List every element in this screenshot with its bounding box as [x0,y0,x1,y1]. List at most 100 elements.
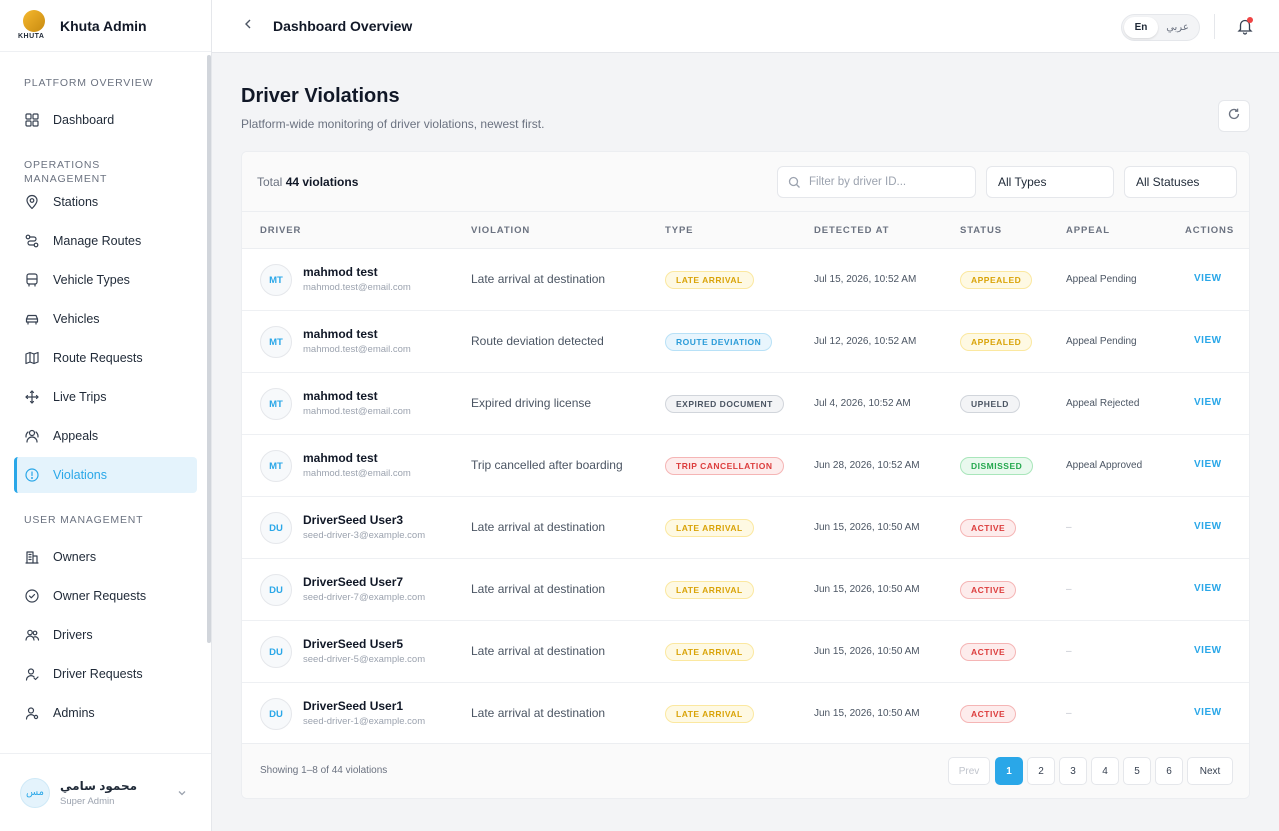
detected-at: Jun 15, 2026, 10:50 AM [814,646,920,657]
sidebar-item-live-trips[interactable]: Live Trips [14,379,197,415]
view-link[interactable]: VIEW [1194,521,1222,532]
lang-en-option[interactable]: En [1124,17,1158,38]
driver-name: DriverSeed User3 [303,513,404,527]
map-icon [24,350,40,366]
sidebar-item-appeals[interactable]: Appeals [14,418,197,454]
sidebar-item-dashboard[interactable]: Dashboard [14,102,197,138]
sidebar-item-route-requests[interactable]: Route Requests [14,340,197,376]
view-link[interactable]: VIEW [1194,397,1222,408]
appeal-status: – [1066,584,1072,595]
driver-email: mahmod.test@email.com [303,282,411,293]
showing-text: Showing 1–8 of 44 violations [260,765,388,776]
sidebar-item-label: Owner Requests [53,589,147,603]
appeal-status: Appeal Rejected [1066,398,1140,409]
sidebar-item-vehicles[interactable]: Vehicles [14,301,197,337]
sidebar-item-label: Stations [53,195,99,209]
appeal-status: Appeal Approved [1066,460,1143,471]
sidebar: KHUTA Khuta Admin PLATFORM OVERVIEW Dashb… [0,0,212,831]
user-menu[interactable]: مس محمود سامي Super Admin [0,753,211,831]
view-link[interactable]: VIEW [1194,707,1222,718]
violation-text: Late arrival at destination [471,706,606,720]
detected-at: Jun 15, 2026, 10:50 AM [814,708,920,719]
view-link[interactable]: VIEW [1194,645,1222,656]
driver-avatar: DU [260,574,292,606]
brand[interactable]: KHUTA Khuta Admin [0,0,211,52]
bus-icon [24,272,40,288]
type-badge: LATE ARRIVAL [665,705,754,723]
prev-page-button[interactable]: Prev [948,757,990,785]
sidebar-item-label: Driver Requests [53,667,143,681]
building-icon [24,549,40,565]
sidebar-item-owner-requests[interactable]: Owner Requests [14,578,197,614]
detected-at: Jul 12, 2026, 10:52 AM [814,336,917,347]
khuta-logo: KHUTA [18,9,50,42]
view-link[interactable]: VIEW [1194,583,1222,594]
type-badge: EXPIRED DOCUMENT [665,395,784,413]
violation-text: Expired driving license [471,396,592,410]
driver-email: seed-driver-7@example.com [303,592,426,603]
refresh-icon [1227,107,1241,126]
driver-avatar: MT [260,450,292,482]
lang-ar-option[interactable]: عربي [1166,22,1189,33]
table-header: DRIVER VIOLATION TYPE DETECTED AT STATUS… [242,212,1249,249]
page-1-button[interactable]: 1 [995,757,1023,785]
route-icon [24,233,40,249]
table-row: MT mahmod test mahmod.test@email.com Late a… [242,249,1249,311]
page-5-button[interactable]: 5 [1123,757,1151,785]
driver-email: mahmod.test@email.com [303,344,411,355]
page-3-button[interactable]: 3 [1059,757,1087,785]
driver-avatar: MT [260,388,292,420]
sidebar-item-label: Vehicles [53,312,100,326]
view-link[interactable]: VIEW [1194,459,1222,470]
user-name: محمود سامي [60,778,138,793]
status-badge: ACTIVE [960,519,1017,537]
sidebar-item-manage-routes[interactable]: Manage Routes [14,223,197,259]
total-count: Total 44 violations [257,174,359,189]
map-pin-icon [24,194,40,210]
view-link[interactable]: VIEW [1194,335,1222,346]
sidebar-item-stations[interactable]: Stations [14,184,197,220]
type-badge: LATE ARRIVAL [665,581,754,599]
status-select[interactable]: All Statuses [1124,166,1237,198]
status-badge: ACTIVE [960,705,1017,723]
driver-name: mahmod test [303,389,378,403]
language-toggle[interactable]: En عربي [1121,14,1200,41]
page-2-button[interactable]: 2 [1027,757,1055,785]
chevron-down-icon[interactable] [177,788,187,801]
car-icon [24,311,40,327]
sidebar-item-driver-requests[interactable]: Driver Requests [14,656,197,692]
next-page-button[interactable]: Next [1187,757,1233,785]
back-icon[interactable] [242,17,256,35]
sidebar-item-admins[interactable]: Admins [14,695,197,731]
driver-id-filter-input[interactable]: Filter by driver ID... [777,166,976,198]
table-row: DU DriverSeed User5 seed-driver-5@example.… [242,621,1249,683]
status-badge: APPEALED [960,333,1033,351]
page-6-button[interactable]: 6 [1155,757,1183,785]
driver-avatar: DU [260,698,292,730]
violation-text: Late arrival at destination [471,582,606,596]
violation-text: Late arrival at destination [471,520,606,534]
sidebar-item-label: Drivers [53,628,93,642]
table-row: DU DriverSeed User1 seed-driver-1@example.… [242,683,1249,745]
view-link[interactable]: VIEW [1194,273,1222,284]
sidebar-item-owners[interactable]: Owners [14,539,197,575]
appeal-status: Appeal Pending [1066,274,1137,285]
type-select[interactable]: All Types [986,166,1114,198]
sidebar-item-violations[interactable]: Violations [14,457,197,493]
table-row: DU DriverSeed User3 seed-driver-3@example.… [242,497,1249,559]
page-4-button[interactable]: 4 [1091,757,1119,785]
refresh-button[interactable] [1218,100,1250,132]
sidebar-item-label: Appeals [53,429,99,443]
detected-at: Jul 15, 2026, 10:52 AM [814,274,917,285]
sidebar-scrollbar[interactable] [207,55,211,643]
section-title: USER MANAGEMENT [24,514,144,526]
type-badge: LATE ARRIVAL [665,519,754,537]
driver-avatar: DU [260,512,292,544]
status-badge: ACTIVE [960,581,1017,599]
sidebar-item-drivers[interactable]: Drivers [14,617,197,653]
sidebar-item-vehicle-types[interactable]: Vehicle Types [14,262,197,298]
user-gear-icon [24,705,40,721]
notification-dot [1247,17,1253,23]
col-driver: DRIVER [260,224,302,236]
